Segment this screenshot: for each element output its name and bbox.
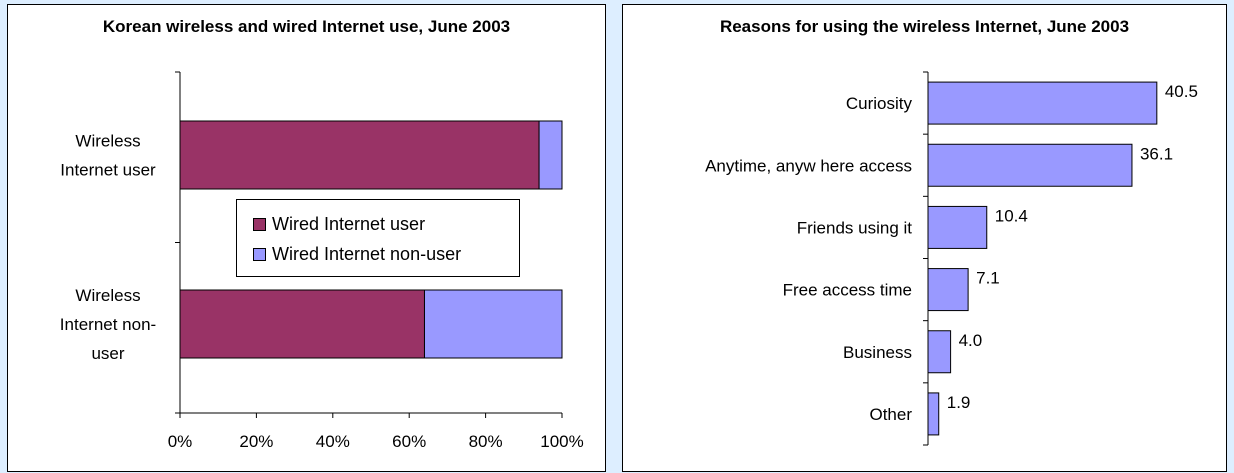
legend-label: Wired Internet non-user [272,243,462,264]
data-label: 4.0 [959,331,983,350]
category-label: Internet user [60,161,156,180]
bar-segment [423,289,563,359]
data-label: 1.9 [947,393,971,412]
chart-panel-left: Korean wireless and wired Internet use, … [7,4,606,472]
category-label: Anytime, anyw here access [705,156,912,175]
bar [927,268,969,312]
category-label: Friends using it [797,218,913,237]
category-label: Business [843,343,912,362]
category-label: Wireless [75,286,140,305]
chart-panel-right: Reasons for using the wireless Internet,… [622,4,1227,472]
chart-title: Korean wireless and wired Internet use, … [102,17,511,36]
data-label: 40.5 [1165,82,1198,101]
bar [927,81,1158,125]
data-label: 10.4 [995,206,1028,225]
bar [927,330,952,374]
x-tick-label: 0% [168,432,193,451]
bar-segment [179,120,540,190]
x-tick-label: 40% [316,432,350,451]
bar-segment [538,120,563,190]
category-label: Other [869,405,912,424]
bar-segment [179,289,425,359]
category-label: user [91,344,124,363]
x-tick-label: 60% [392,432,426,451]
data-label: 36.1 [1140,144,1173,163]
legend-item-wired-non-user: Wired Internet non-user [253,242,461,266]
x-tick-label: 80% [469,432,503,451]
bar-chart: Curiosity 40.5 Anytime, anyw here access 36… [705,71,1198,446]
legend-label: Wired Internet user [272,213,426,234]
legend: Wired Internet user Wired Internet non-u… [236,199,520,277]
category-label: Free access time [783,281,912,300]
bar [927,143,1133,187]
data-label: 7.1 [976,269,1000,288]
category-label: Curiosity [846,94,913,113]
legend-swatch [253,247,266,261]
x-tick-label: 20% [239,432,273,451]
x-tick-label: 100% [540,432,583,451]
category-label: Internet non- [60,315,156,334]
bar [927,392,940,436]
stacked-bar-chart: 0% 20% 40% 60% 80% 100% Wireless Internet user W… [60,71,584,451]
legend-item-wired-user: Wired Internet user [253,212,425,236]
category-label: Wireless [75,132,140,151]
bar [927,205,988,249]
legend-swatch [253,217,266,231]
chart-title: Reasons for using the wireless Internet,… [719,17,1130,36]
